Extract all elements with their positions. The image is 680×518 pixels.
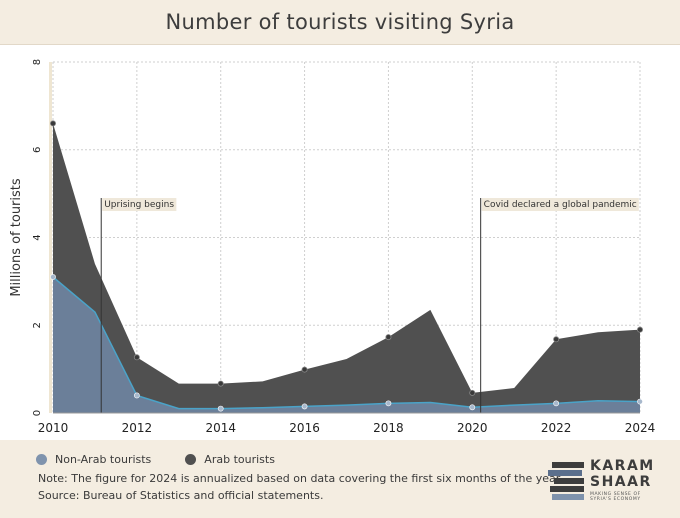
- area-non-arab-tourists: [53, 276, 640, 413]
- x-tick-label-2010: 2010: [38, 421, 69, 435]
- y-axis-band: [49, 62, 52, 413]
- marker-arab-2018: [385, 334, 392, 341]
- x-tick-label-2016: 2016: [289, 421, 320, 435]
- annotation-label-bg-1: [481, 198, 639, 212]
- line-non-arab-tourists: [52, 276, 641, 410]
- marker-non-arab-2014: [217, 405, 224, 412]
- legend: Non-Arab tourists Arab tourists: [36, 453, 309, 466]
- marker-arab-2010: [50, 120, 57, 127]
- tourists-area-chart: Uprising begins Covid declared a global p…: [9, 59, 656, 435]
- legend-label-arab: Arab tourists: [204, 453, 275, 466]
- y-tick-label-4: 4: [32, 234, 43, 240]
- marker-arab-2014: [217, 380, 224, 387]
- x-tick-label-2024: 2024: [625, 421, 656, 435]
- legend-swatch-arab: [185, 454, 197, 465]
- logo-word-karam: KARAM: [590, 458, 655, 474]
- chart-title: Number of tourists visiting Syria: [165, 10, 515, 34]
- legend-swatch-non-arab: [36, 454, 47, 465]
- x-tick-label-2018: 2018: [373, 421, 404, 435]
- area-arab-tourists: [53, 123, 640, 414]
- marker-non-arab-2018: [385, 400, 392, 407]
- annotation-label-1: Covid declared a global pandemic: [484, 200, 637, 210]
- x-tick-label-2022: 2022: [541, 421, 572, 435]
- annotation-label-0: Uprising begins: [104, 200, 174, 210]
- marker-non-arab-2012: [133, 392, 140, 399]
- y-axis-label: Millions of tourists: [9, 178, 24, 297]
- marker-non-arab-2020: [469, 404, 476, 411]
- legend-item-non-arab: Non-Arab tourists: [36, 453, 151, 466]
- marker-arab-2022: [553, 336, 560, 343]
- marker-arab-2012: [133, 354, 140, 361]
- y-tick-label-2: 2: [32, 322, 43, 328]
- x-tick-label-2020: 2020: [457, 421, 488, 435]
- logo-word-shaar: SHAAR: [590, 474, 652, 490]
- source-note: Source: Bureau of Statistics and officia…: [38, 489, 324, 502]
- karam-shaar-logo: KARAM SHAAR MAKING SENSE OF SYRIA'S ECON…: [548, 458, 662, 502]
- legend-label-non-arab: Non-Arab tourists: [55, 453, 152, 466]
- marker-non-arab-2010: [50, 274, 56, 280]
- title-bar: Number of tourists visiting Syria: [0, 0, 680, 45]
- marker-arab-2020: [469, 389, 476, 396]
- x-tick-label-2012: 2012: [122, 421, 153, 435]
- marker-arab-2024: [637, 326, 644, 333]
- y-tick-label-0: 0: [32, 410, 43, 416]
- marker-non-arab-2016: [301, 403, 308, 410]
- y-tick-label-8: 8: [32, 59, 43, 65]
- logo-bars-icon: [548, 460, 588, 500]
- marker-non-arab-2022: [553, 400, 560, 407]
- annotation-label-bg-0: [102, 198, 177, 212]
- y-tick-label-6: 6: [32, 147, 43, 153]
- logo-tagline: MAKING SENSE OF SYRIA'S ECONOMY: [590, 492, 641, 502]
- marker-arab-2016: [301, 366, 308, 373]
- x-tick-label-2014: 2014: [205, 421, 236, 435]
- legend-item-arab: Arab tourists: [185, 453, 275, 466]
- footnote: Note: The figure for 2024 is annualized …: [38, 472, 563, 485]
- marker-non-arab-2024: [637, 398, 643, 405]
